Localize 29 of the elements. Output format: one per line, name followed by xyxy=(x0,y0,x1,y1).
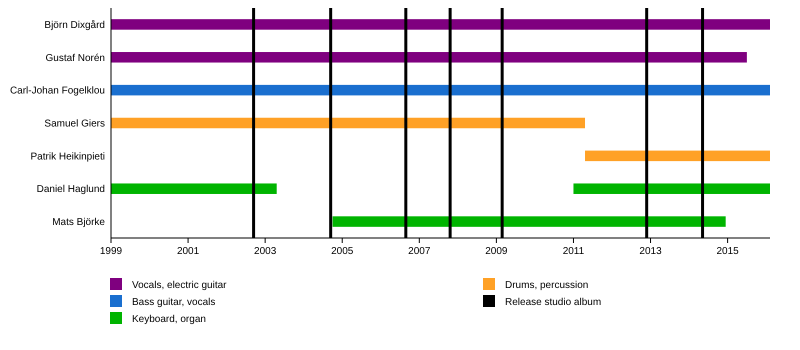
bar xyxy=(111,19,770,30)
bar xyxy=(585,150,770,162)
y-tick-label: Patrik Heikinpieti xyxy=(30,151,105,162)
bar xyxy=(111,52,747,63)
y-tick-label: Carl-Johan Fogelklou xyxy=(10,86,105,97)
x-tick-label: 2013 xyxy=(639,246,662,257)
x-tick-label: 2005 xyxy=(331,246,354,257)
legend-label: Vocals, electric guitar xyxy=(132,280,228,291)
x-tick-label: 2007 xyxy=(408,246,431,257)
legend-label: Keyboard, organ xyxy=(132,314,206,325)
y-tick-label: Samuel Giers xyxy=(44,118,105,130)
y-tick-label: Daniel Haglund xyxy=(36,184,105,196)
x-tick-label: 2009 xyxy=(485,246,508,257)
bar xyxy=(111,183,277,194)
bar xyxy=(332,216,726,227)
legend-label: Bass guitar, vocals xyxy=(132,297,216,308)
y-tick-label: Björn Dixgård xyxy=(44,18,105,31)
x-tick-label: 2015 xyxy=(716,246,740,257)
x-tick-label: 2003 xyxy=(254,246,277,257)
bar xyxy=(111,118,586,128)
x-tick-label: 2001 xyxy=(176,246,200,257)
y-tick-label: Gustaf Norén xyxy=(46,52,105,64)
bar xyxy=(573,183,770,194)
x-tick-label: 1999 xyxy=(100,246,123,257)
legend-label: Release studio album xyxy=(505,297,602,308)
bar xyxy=(111,84,770,96)
y-tick-label: Mats Björke xyxy=(52,217,106,228)
x-tick-label: 2011 xyxy=(562,246,585,257)
legend-label: Drums, percussion xyxy=(505,280,588,291)
